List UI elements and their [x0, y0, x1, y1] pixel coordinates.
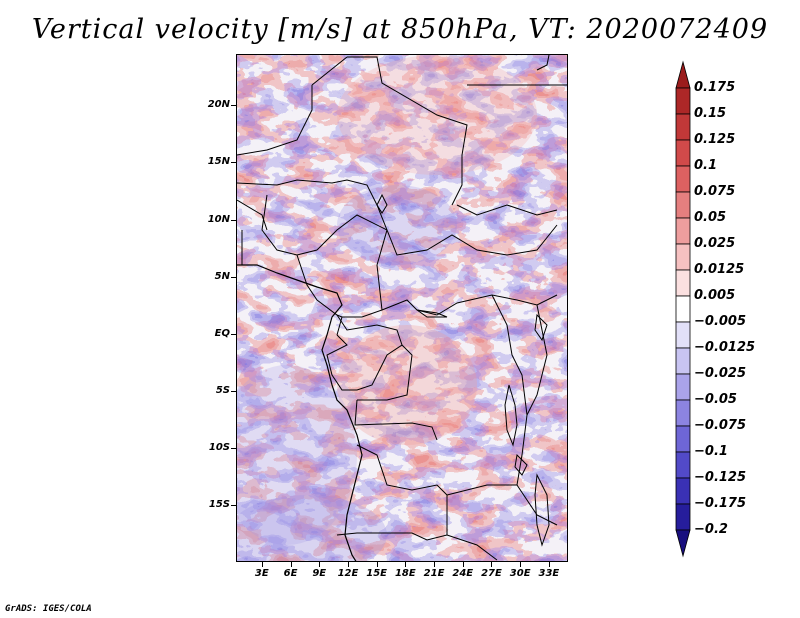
country-borders	[237, 55, 567, 561]
map-panel	[236, 54, 568, 562]
color-swatch	[675, 399, 691, 427]
color-swatch	[675, 60, 691, 89]
color-swatch	[675, 191, 691, 219]
color-swatch	[675, 321, 691, 349]
longitude-tick	[462, 562, 464, 567]
longitude-tick-label: 15E	[366, 568, 388, 579]
longitude-tick-label: 18E	[394, 568, 416, 579]
latitude-tick	[231, 276, 236, 278]
color-legend-label: 0.075	[694, 184, 736, 199]
longitude-tick-label: 24E	[452, 568, 474, 579]
lakes	[376, 193, 550, 547]
longitude-tick-label: 33E	[538, 568, 560, 579]
color-swatch	[675, 113, 691, 141]
color-swatch	[675, 529, 691, 558]
color-swatch	[675, 139, 691, 167]
longitude-tick	[290, 562, 292, 567]
color-legend-label: −0.125	[694, 470, 747, 485]
longitude-tick	[261, 562, 263, 567]
longitude-tick	[347, 562, 349, 567]
color-legend-label: 0.175	[694, 80, 736, 95]
color-legend-label: −0.0125	[694, 340, 756, 355]
vertical-velocity-field	[237, 55, 567, 561]
color-swatch	[675, 269, 691, 297]
color-legend-label: 0.025	[694, 236, 736, 251]
color-legend-label: 0.05	[694, 210, 727, 225]
longitude-tick	[520, 562, 522, 567]
latitude-tick-label: 10S	[208, 441, 230, 453]
latitude-tick-label: 5S	[215, 384, 230, 396]
latitude-tick	[231, 219, 236, 221]
color-legend-label: 0.125	[694, 132, 736, 147]
latitude-tick-label: 15N	[207, 156, 230, 168]
color-legend-label: 0.0125	[694, 262, 745, 277]
longitude-tick-label: 30E	[509, 568, 531, 579]
color-legend-label: −0.025	[694, 366, 747, 381]
color-swatch	[675, 451, 691, 479]
color-legend-label: −0.005	[694, 314, 747, 329]
color-swatch	[675, 217, 691, 245]
color-swatch	[675, 425, 691, 453]
color-legend-label: −0.075	[694, 418, 747, 433]
longitude-tick	[319, 562, 321, 567]
footer-credit: GrADS: IGES/COLA	[5, 604, 92, 614]
latitude-tick-label: 5N	[214, 270, 230, 282]
color-legend-label: −0.2	[694, 522, 728, 537]
color-legend-label: 0.005	[694, 288, 736, 303]
longitude-tick-label: 27E	[481, 568, 502, 579]
longitude-tick-label: 9E	[312, 568, 327, 579]
color-swatch	[675, 165, 691, 193]
latitude-tick-label: 10N	[207, 213, 230, 225]
longitude-tick	[376, 562, 378, 567]
color-swatch	[675, 477, 691, 505]
latitude-tick	[231, 504, 236, 506]
color-legend-label: 0.15	[694, 106, 727, 121]
color-swatch	[675, 503, 691, 531]
color-legend-label: 0.1	[694, 158, 718, 173]
coastline	[237, 264, 363, 561]
color-swatch	[675, 87, 691, 115]
longitude-tick-label: 6E	[283, 568, 298, 579]
longitude-tick	[405, 562, 407, 567]
color-legend-label: −0.05	[694, 392, 737, 407]
longitude-tick	[491, 562, 493, 567]
longitude-tick-label: 12E	[337, 568, 359, 579]
longitude-tick	[548, 562, 550, 567]
color-legend-label: −0.1	[694, 444, 728, 459]
latitude-tick	[231, 162, 236, 164]
color-swatch	[675, 373, 691, 401]
color-swatch	[675, 295, 691, 323]
latitude-tick-label: EQ	[214, 327, 230, 339]
latitude-tick	[231, 105, 236, 107]
color-swatch	[675, 347, 691, 375]
latitude-tick	[231, 447, 236, 449]
latitude-tick	[231, 390, 236, 392]
longitude-tick-label: 21E	[423, 568, 445, 579]
color-legend-label: −0.175	[694, 496, 747, 511]
longitude-tick-label: 3E	[254, 568, 269, 579]
longitude-tick	[434, 562, 436, 567]
latitude-tick-label: 15S	[208, 498, 230, 510]
latitude-tick	[231, 333, 236, 335]
color-swatch	[675, 243, 691, 271]
latitude-tick-label: 20N	[207, 99, 230, 111]
map-title: Vertical velocity [m/s] at 850hPa, VT: 2…	[31, 14, 769, 45]
